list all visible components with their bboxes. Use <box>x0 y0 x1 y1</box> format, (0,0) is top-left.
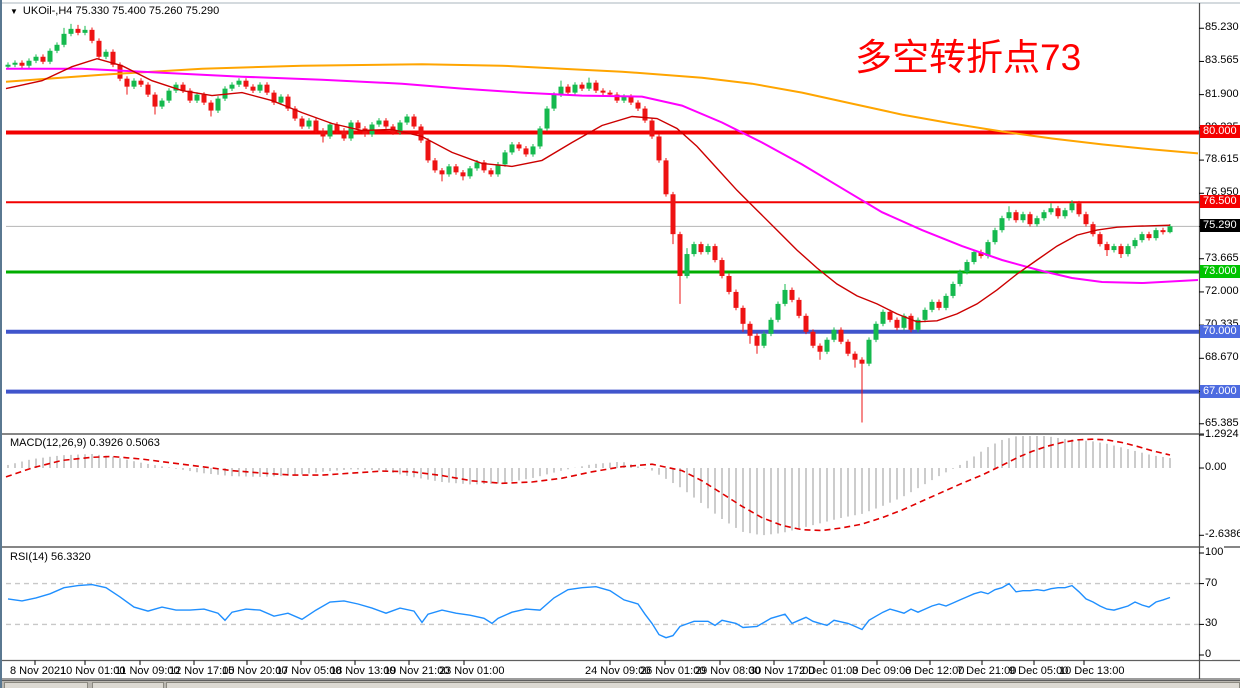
macd-indicator-layer <box>5 436 1171 536</box>
rsi-tick-label: 30 <box>1204 617 1219 630</box>
candlestick-layer <box>5 23 1173 423</box>
time-axis-label: 11 Nov 09:00 <box>115 665 180 677</box>
time-axis-label: 17 Nov 05:00 <box>276 665 342 677</box>
symbol-ohlc-label: UKOil-,H4 75.330 75.400 75.260 75.290 <box>22 5 220 17</box>
level-price-badge: 70.000 <box>1200 324 1240 338</box>
price-tick-label: 68.670 <box>1204 351 1240 364</box>
chart-tab[interactable] <box>4 682 88 688</box>
rsi-tick-label: 0 <box>1204 648 1213 660</box>
time-axis-label: 26 Nov 01:00 <box>640 665 706 677</box>
horizontal-level-lines <box>6 130 1199 394</box>
time-axis-label: 29 Nov 08:00 <box>695 665 761 677</box>
time-axis-label: 3 Dec 09:00 <box>852 665 912 677</box>
current-price-badge: 75.290 <box>1200 219 1240 233</box>
time-axis-label: 10 Dec 13:00 <box>1059 665 1125 677</box>
chevron-down-icon[interactable]: ▼ <box>10 6 18 16</box>
time-axis-label: 30 Nov 17:00 <box>749 665 815 677</box>
macd-tick-label: -2.6386 <box>1204 528 1240 541</box>
moving-average-lines <box>5 57 1199 323</box>
time-axis-label: 15 Nov 20:00 <box>222 665 288 677</box>
time-axis-label: 19 Nov 21:00 <box>384 665 450 677</box>
rsi-tick-label: 100 <box>1204 546 1225 558</box>
time-axis-label: 12 Nov 17:00 <box>169 665 235 677</box>
level-price-badge: 73.000 <box>1200 265 1240 278</box>
price-tick-label: 83.565 <box>1204 54 1240 67</box>
price-tick-label: 65.385 <box>1204 416 1240 429</box>
time-axis-label: 6 Dec 12:00 <box>905 665 965 677</box>
time-axis-label: 23 Nov 01:00 <box>439 665 505 677</box>
bottom-tab-strip <box>2 680 1240 688</box>
price-tick-label: 78.615 <box>1204 153 1240 166</box>
rsi-indicator-layer <box>6 582 1199 639</box>
macd-tick-label: 1.2924 <box>1204 428 1240 441</box>
price-tick-label: 81.900 <box>1204 87 1240 100</box>
time-axis-label: 10 Nov 01:00 <box>60 665 126 677</box>
time-axis-label: 24 Nov 09:00 <box>585 665 651 677</box>
rsi-indicator-label: RSI(14) 56.3320 <box>10 551 91 563</box>
level-price-badge: 67.000 <box>1200 384 1240 398</box>
macd-indicator-label: MACD(12,26,9) 0.3926 0.5063 <box>10 437 160 449</box>
level-price-badge: 80.000 <box>1200 125 1240 139</box>
time-axis-label: 2 Dec 01:00 <box>799 665 859 677</box>
price-tick-label: 72.000 <box>1204 284 1240 297</box>
price-annotation-text[interactable]: 多空转折点73 <box>855 37 1082 78</box>
chart-tab[interactable] <box>166 682 1240 688</box>
symbol-info-bar: ▼ UKOil-,H4 75.330 75.400 75.260 75.290 <box>10 5 219 17</box>
time-axis-label: 8 Nov 2021 <box>10 665 67 677</box>
chart-tab[interactable] <box>92 682 164 688</box>
time-axis-label: 7 Dec 21:00 <box>957 665 1017 677</box>
time-axis-label: 9 Dec 05:00 <box>1009 665 1069 677</box>
level-price-badge: 76.500 <box>1200 195 1240 209</box>
price-tick-label: 73.665 <box>1204 251 1240 264</box>
macd-tick-label: 0.00 <box>1204 461 1228 473</box>
price-tick-label: 85.230 <box>1204 21 1240 34</box>
time-axis-label: 18 Nov 13:00 <box>330 665 396 677</box>
rsi-tick-label: 70 <box>1204 576 1219 589</box>
